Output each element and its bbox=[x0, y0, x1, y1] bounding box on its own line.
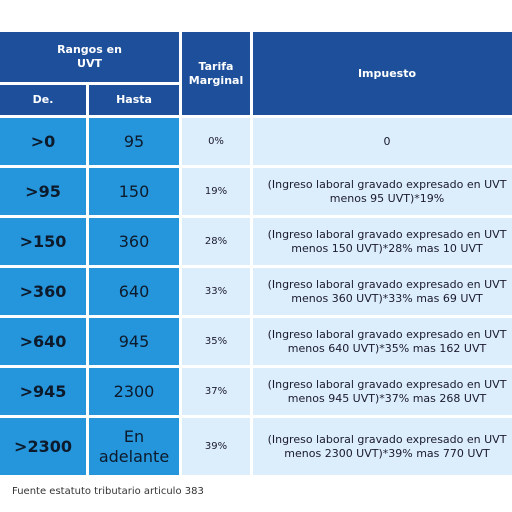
row-tarifa: 19% bbox=[182, 168, 250, 215]
row-de: >150 bbox=[0, 218, 86, 265]
row-hasta: 95 bbox=[89, 118, 179, 165]
row-impuesto: (Ingreso laboral gravado expresado en UV… bbox=[253, 318, 512, 365]
header-de: De. bbox=[0, 85, 86, 115]
row-de: >95 bbox=[0, 168, 86, 215]
tax-rate-table: Rangos en UVT Tarifa Marginal Impuesto D… bbox=[0, 32, 512, 475]
row-de: >360 bbox=[0, 268, 86, 315]
row-tarifa: 37% bbox=[182, 368, 250, 415]
header-impuesto: Impuesto bbox=[253, 32, 512, 115]
row-hasta: 2300 bbox=[89, 368, 179, 415]
row-impuesto: 0 bbox=[253, 118, 512, 165]
row-hasta: 360 bbox=[89, 218, 179, 265]
row-tarifa: 28% bbox=[182, 218, 250, 265]
row-hasta: 640 bbox=[89, 268, 179, 315]
row-tarifa: 0% bbox=[182, 118, 250, 165]
header-rangos: Rangos en UVT bbox=[0, 32, 179, 82]
header-hasta: Hasta bbox=[89, 85, 179, 115]
row-tarifa: 39% bbox=[182, 418, 250, 475]
row-impuesto: (Ingreso laboral gravado expresado en UV… bbox=[253, 368, 512, 415]
row-hasta: 150 bbox=[89, 168, 179, 215]
row-de: >640 bbox=[0, 318, 86, 365]
row-impuesto: (Ingreso laboral gravado expresado en UV… bbox=[253, 418, 512, 475]
row-tarifa: 33% bbox=[182, 268, 250, 315]
row-impuesto: (Ingreso laboral gravado expresado en UV… bbox=[253, 168, 512, 215]
row-hasta: En adelante bbox=[89, 418, 179, 475]
row-impuesto: (Ingreso laboral gravado expresado en UV… bbox=[253, 218, 512, 265]
row-de: >0 bbox=[0, 118, 86, 165]
row-de: >945 bbox=[0, 368, 86, 415]
row-hasta: 945 bbox=[89, 318, 179, 365]
header-tarifa-marginal: Tarifa Marginal bbox=[182, 32, 250, 115]
source-footnote: Fuente estatuto tributario articulo 383 bbox=[12, 486, 204, 497]
row-de: >2300 bbox=[0, 418, 86, 475]
row-impuesto: (Ingreso laboral gravado expresado en UV… bbox=[253, 268, 512, 315]
row-tarifa: 35% bbox=[182, 318, 250, 365]
